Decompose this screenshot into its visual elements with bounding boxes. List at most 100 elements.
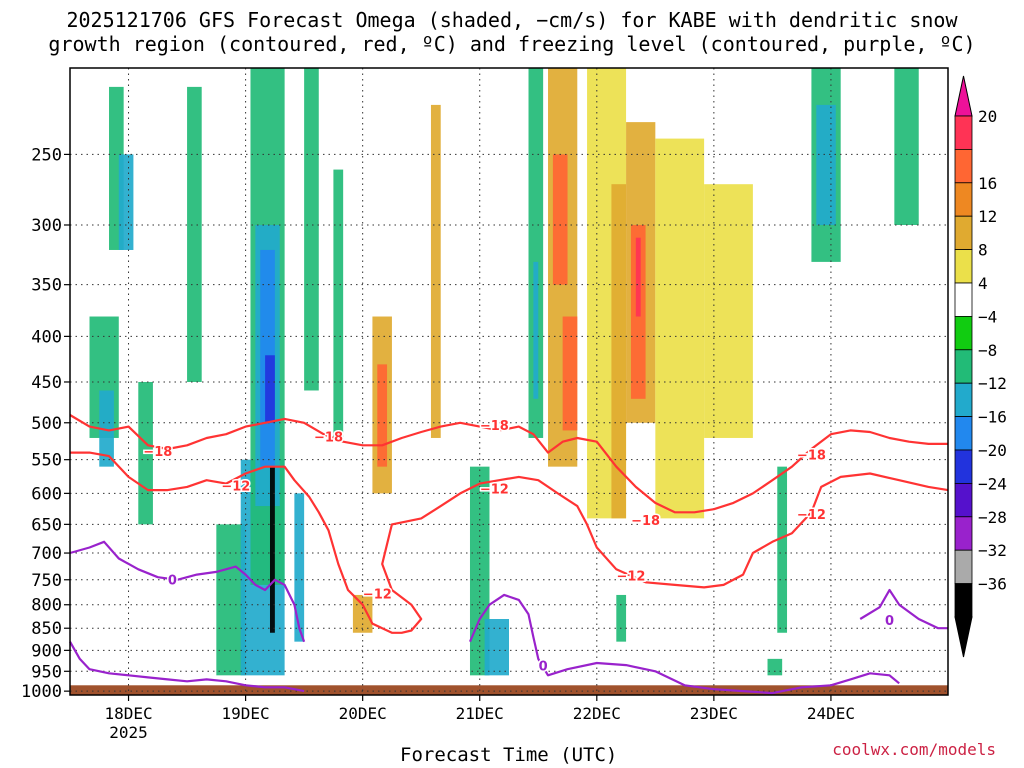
contour-labels-layer: −18 −12 −18 −12 −18 −12 −18 −12 −18 −12 0 0 0	[142, 418, 896, 677]
y-tick-label-12: 850	[31, 619, 62, 639]
x-tick-label-6: 24DEC	[807, 704, 855, 723]
contour-label-2: −18	[314, 430, 343, 445]
chart-title-line1: 2025121706 GFS Forecast Omega (shaded, −…	[66, 8, 958, 32]
contour-label-6: −18	[631, 514, 660, 529]
dgz-contour-0	[69, 414, 948, 514]
omega-shade-cell-13	[294, 493, 305, 642]
x-tick-label-2: 20DEC	[339, 704, 387, 723]
colorbar-segment-4	[954, 249, 973, 284]
credit-link[interactable]: coolwx.com/models	[832, 740, 996, 759]
dgz-contour-1	[70, 451, 949, 634]
colorbar-bottom-arrow	[954, 616, 973, 658]
y-tick-label-7: 600	[31, 484, 62, 504]
omega-shade-cell-38	[777, 466, 788, 633]
omega-shade-cell-14	[304, 68, 319, 391]
contour-label-12: 0	[885, 614, 894, 629]
colorbar-segment-9	[954, 416, 973, 451]
colorbar-label-0: 20	[978, 107, 997, 126]
y-tick-label-6: 550	[31, 451, 62, 471]
terrain-surface	[70, 685, 948, 695]
omega-shade-cell-19	[430, 104, 441, 438]
colorbar-label-10: −24	[978, 474, 1007, 493]
contour-label-0: −18	[143, 445, 172, 460]
y-tick-label-2: 350	[31, 276, 62, 296]
y-tick-label-5: 500	[31, 414, 62, 434]
x-tick-label-3: 21DEC	[456, 704, 504, 723]
colorbar-label-7: −12	[978, 374, 1007, 393]
colorbar-segment-8	[954, 382, 973, 418]
y-tick-label-3: 400	[31, 327, 62, 347]
omega-shade-cell-32	[616, 594, 627, 642]
colorbar-label-8: −16	[978, 408, 1007, 427]
colorbar-label-4: 4	[978, 274, 988, 293]
omega-shade-cell-34	[704, 184, 753, 438]
freezing-level-contour-4	[468, 593, 900, 695]
colorbar-label-6: −8	[978, 341, 997, 360]
x-tick-label-5: 23DEC	[690, 704, 738, 723]
contour-label-1: −12	[221, 479, 250, 494]
omega-shade-cell-33	[655, 138, 705, 519]
omega-shade-cell-36	[816, 104, 836, 225]
contour-label-9: −12	[797, 508, 826, 523]
x-tick-label-1: 19DEC	[222, 704, 270, 723]
omega-shade-cell-2	[138, 381, 153, 525]
colorbar: 20 16 12 8 4 −4 −8 −12 −16 −20 −24 −28 −32 −36	[954, 75, 1007, 658]
colorbar-segment-1	[954, 148, 973, 184]
omega-shade-cell-26	[562, 316, 578, 431]
gridlines-layer	[70, 68, 948, 695]
contour-label-3: −12	[363, 587, 392, 602]
x-tick-label-0: 18DEC	[104, 704, 152, 723]
colorbar-segment-10	[954, 449, 973, 484]
colorbar-label-1: 16	[978, 174, 997, 193]
contours-layer	[69, 414, 949, 695]
colorbar-top-arrow	[954, 75, 973, 117]
y-tick-label-9: 700	[31, 544, 62, 564]
colorbar-label-13: −36	[978, 575, 1007, 594]
colorbar-label-5: −4	[978, 307, 997, 326]
x-axis-label: Forecast Time (UTC)	[400, 744, 618, 766]
colorbar-segment-7	[954, 349, 973, 384]
omega-shade-cell-37	[894, 68, 919, 225]
omega-shade-cell-23	[533, 261, 539, 399]
contour-label-11: 0	[539, 660, 548, 675]
omega-shade-cell-17	[377, 364, 388, 467]
colorbar-segment-2	[954, 182, 973, 217]
colorbar-label-3: 8	[978, 241, 988, 260]
contour-label-8: −18	[797, 449, 826, 464]
y-tick-label-10: 750	[31, 571, 62, 591]
omega-shade-cell-5	[187, 86, 202, 382]
terrain-surface-layer	[70, 685, 948, 695]
colorbar-segment-14	[954, 583, 973, 618]
omega-shade-cell-39	[767, 658, 783, 676]
omega-shade-cell-11	[265, 355, 275, 423]
contour-label-7: −12	[616, 570, 645, 585]
colorbar-segment-5	[954, 282, 973, 317]
omega-shading-layer	[89, 68, 919, 676]
omega-shade-cell-25	[552, 154, 568, 285]
freezing-level-contour-3	[69, 641, 305, 693]
y-tick-label-11: 800	[31, 596, 62, 616]
x-tick-label-4: 22DEC	[573, 704, 621, 723]
colorbar-label-2: 12	[978, 207, 997, 226]
colorbar-segment-0	[954, 115, 973, 150]
colorbar-segment-6	[954, 315, 973, 351]
y-axis-ticks: 2503003504004505005506006507007508008509…	[21, 145, 70, 702]
omega-shade-cell-21	[484, 619, 509, 676]
freezing-level-contour-5	[859, 588, 948, 630]
omega-shade-cell-15	[333, 169, 344, 438]
omega-shade-cell-4	[118, 154, 134, 250]
y-tick-label-4: 450	[31, 373, 62, 393]
colorbar-label-11: −28	[978, 508, 1007, 527]
chart-title-line2: growth region (contoured, red, ºC) and f…	[48, 32, 976, 56]
omega-shade-cell-31	[635, 237, 641, 317]
colorbar-segment-12	[954, 516, 973, 551]
colorbar-segment-3	[954, 215, 973, 250]
colorbar-label-12: −32	[978, 541, 1007, 560]
chart-title: 2025121706 GFS Forecast Omega (shaded, −…	[0, 8, 1024, 56]
y-tick-label-15: 1000	[21, 682, 62, 702]
contour-label-10: 0	[168, 573, 177, 588]
omega-shade-cell-1	[99, 390, 114, 467]
y-tick-label-1: 300	[31, 216, 62, 236]
